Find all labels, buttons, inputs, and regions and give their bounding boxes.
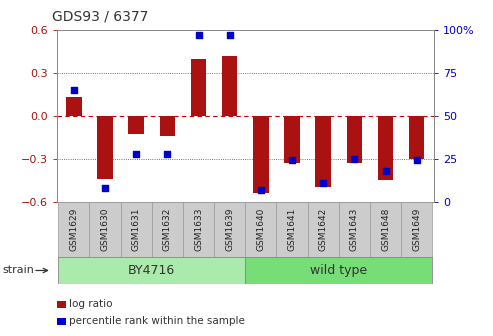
Bar <box>58 257 245 284</box>
Point <box>351 156 358 162</box>
Bar <box>152 202 183 257</box>
Point <box>163 151 171 156</box>
Text: BY4716: BY4716 <box>128 264 176 277</box>
Bar <box>409 116 424 159</box>
Bar <box>308 202 339 257</box>
Point <box>195 33 203 38</box>
Text: GSM1630: GSM1630 <box>101 208 109 251</box>
Text: GSM1643: GSM1643 <box>350 208 359 251</box>
Bar <box>277 202 308 257</box>
Point <box>70 88 78 93</box>
Bar <box>245 257 432 284</box>
Point <box>413 158 421 163</box>
Bar <box>222 56 238 116</box>
Bar <box>58 202 89 257</box>
Bar <box>284 116 300 163</box>
Point <box>382 168 389 173</box>
Bar <box>57 301 66 308</box>
Bar <box>378 116 393 180</box>
Point <box>101 185 109 191</box>
Point <box>319 180 327 185</box>
Bar <box>245 202 277 257</box>
Bar <box>89 202 121 257</box>
Bar <box>121 202 152 257</box>
Bar <box>183 202 214 257</box>
Text: GSM1632: GSM1632 <box>163 208 172 251</box>
Bar <box>347 116 362 163</box>
Bar <box>253 116 269 193</box>
Text: GSM1642: GSM1642 <box>318 208 328 251</box>
Text: log ratio: log ratio <box>69 299 112 309</box>
Text: GSM1640: GSM1640 <box>256 208 265 251</box>
Bar <box>66 97 82 116</box>
Text: strain: strain <box>2 265 35 276</box>
Bar <box>370 202 401 257</box>
Point <box>226 33 234 38</box>
Text: GSM1639: GSM1639 <box>225 208 234 251</box>
Text: GSM1631: GSM1631 <box>132 208 141 251</box>
Text: GSM1648: GSM1648 <box>381 208 390 251</box>
Point <box>257 187 265 192</box>
Bar <box>401 202 432 257</box>
Point <box>288 158 296 163</box>
Bar <box>128 116 144 134</box>
Text: GSM1629: GSM1629 <box>70 208 78 251</box>
Text: GDS93 / 6377: GDS93 / 6377 <box>52 9 148 24</box>
Text: GSM1649: GSM1649 <box>412 208 421 251</box>
Text: GSM1633: GSM1633 <box>194 208 203 251</box>
Bar <box>214 202 245 257</box>
Bar <box>160 116 175 136</box>
Text: wild type: wild type <box>310 264 367 277</box>
Bar <box>97 116 113 179</box>
Bar <box>191 59 206 116</box>
Bar <box>316 116 331 187</box>
Point <box>132 151 140 156</box>
Text: GSM1641: GSM1641 <box>287 208 296 251</box>
Text: percentile rank within the sample: percentile rank within the sample <box>69 316 245 326</box>
Bar <box>57 318 66 325</box>
Bar <box>339 202 370 257</box>
